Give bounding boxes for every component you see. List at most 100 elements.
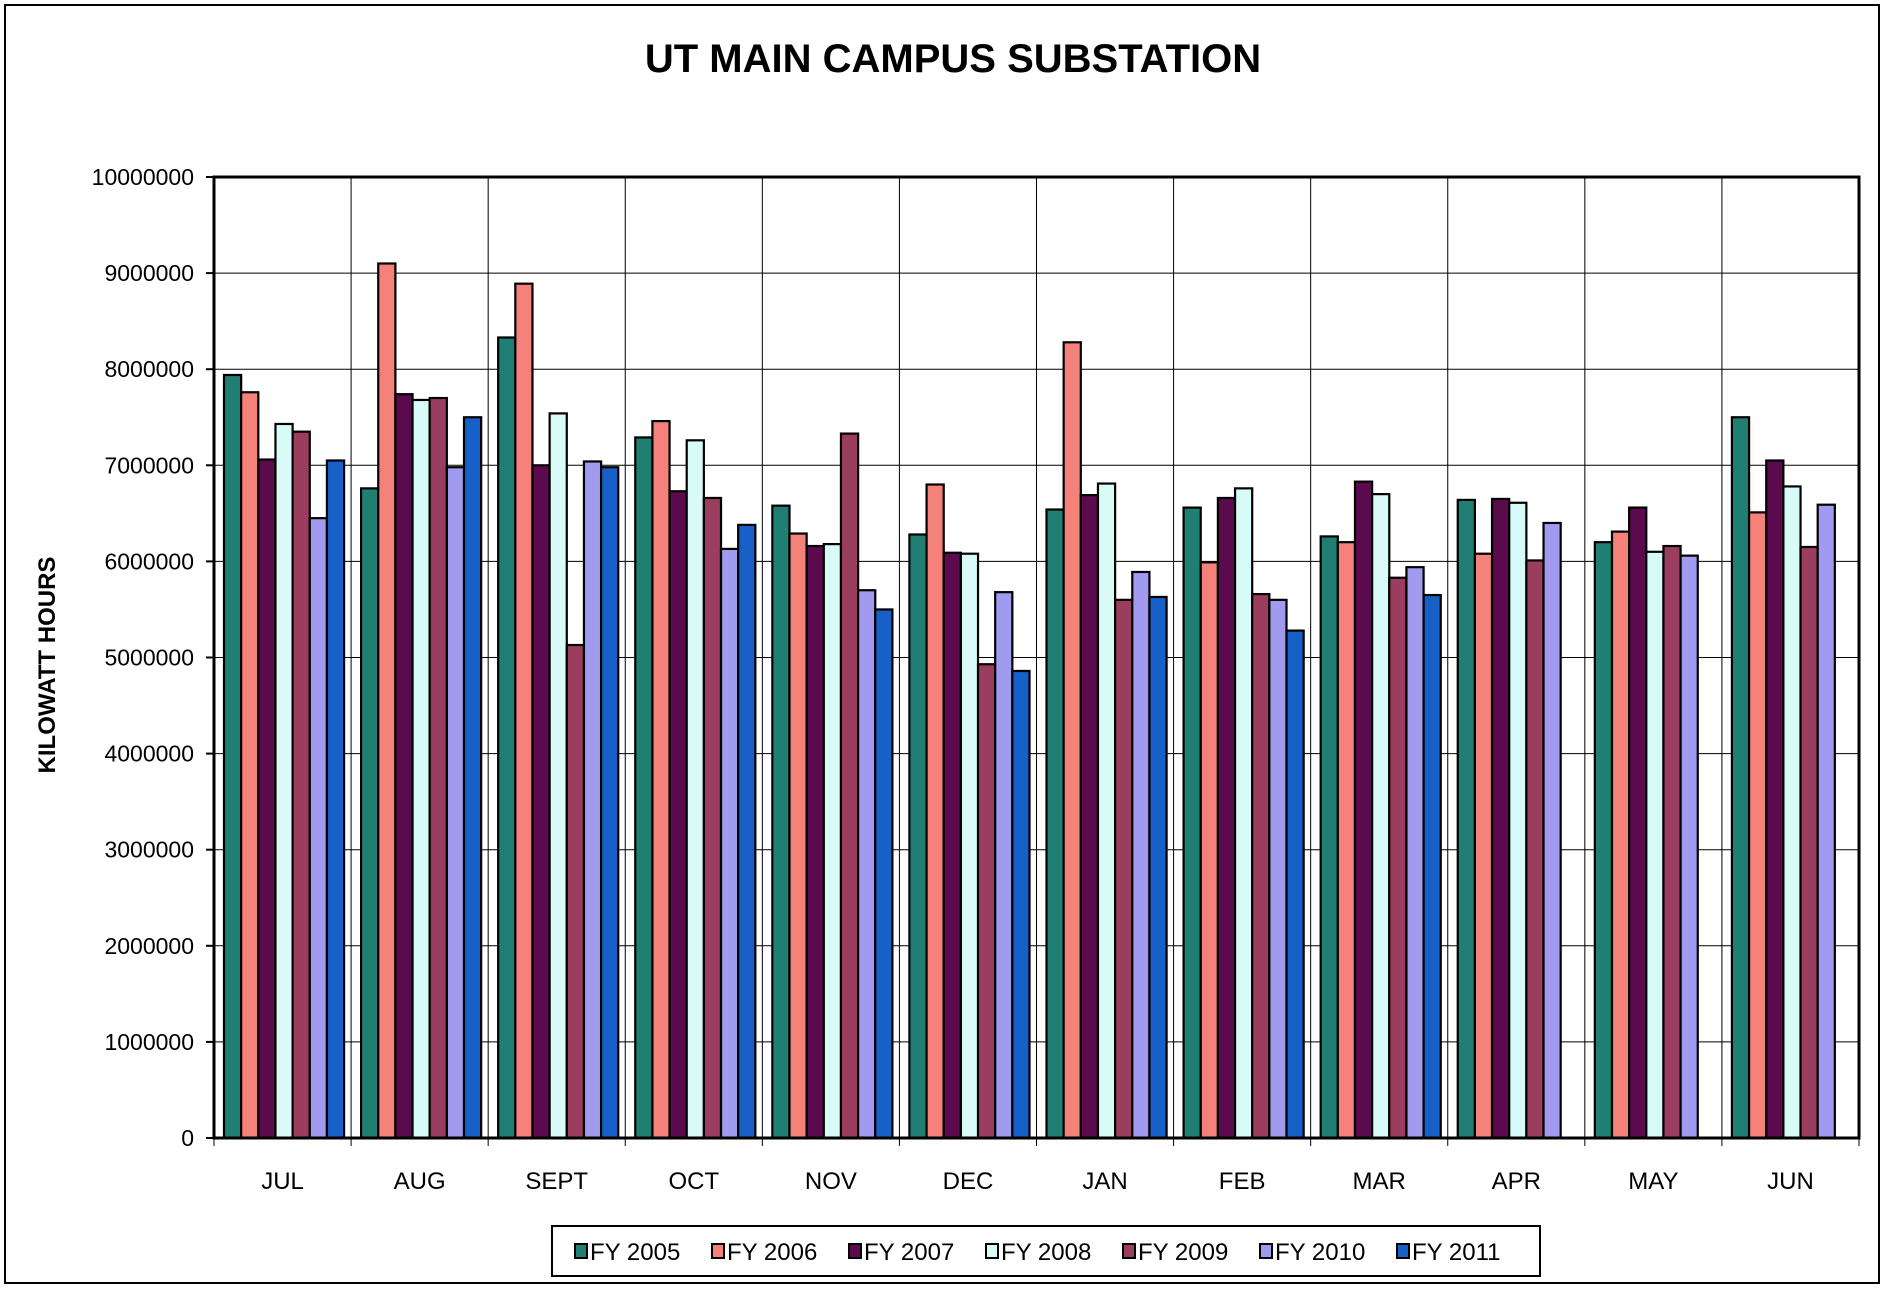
bar-fy-2006-mar bbox=[1336, 541, 1357, 1140]
bar-fy-2008-jul bbox=[274, 422, 294, 1140]
bar-fy-2010-may bbox=[1679, 554, 1699, 1140]
legend-swatch bbox=[1122, 1243, 1136, 1259]
bar-fy-2008-apr bbox=[1508, 501, 1528, 1140]
chart-title: UT MAIN CAMPUS SUBSTATION bbox=[645, 37, 1261, 81]
y-tick-label: 9000000 bbox=[104, 260, 194, 286]
bar-fy-2011-sept bbox=[599, 466, 620, 1140]
x-tick-labels: JUL AUG SEPT OCT NOV DEC JAN FEB MAR APR MAY JUN bbox=[261, 1168, 1814, 1195]
plot-area bbox=[212, 175, 1861, 1140]
legend-swatch bbox=[985, 1243, 999, 1259]
bar-fy-2007-mar bbox=[1353, 480, 1374, 1140]
legend-swatch bbox=[574, 1243, 588, 1259]
bar-fy-2005-feb bbox=[1182, 506, 1202, 1140]
legend-swatch bbox=[1259, 1243, 1273, 1259]
bar-fy-2009-apr bbox=[1525, 559, 1545, 1140]
y-axis-label: KILOWATT HOURS bbox=[34, 557, 61, 774]
x-tick-label: NOV bbox=[805, 1168, 857, 1195]
x-tick-label: DEC bbox=[943, 1168, 994, 1195]
bar-fy-2009-jan bbox=[1114, 598, 1134, 1140]
bar-fy-2011-oct bbox=[737, 523, 757, 1140]
bar-fy-2010-sept bbox=[582, 460, 603, 1140]
bar-fy-2009-aug bbox=[428, 396, 448, 1140]
bar-fy-2009-jun bbox=[1799, 545, 1819, 1140]
bar-fy-2010-dec bbox=[994, 591, 1014, 1140]
x-tick-label: OCT bbox=[668, 1168, 719, 1195]
y-tick-label: 3000000 bbox=[104, 837, 194, 863]
bar-fy-2008-jun bbox=[1782, 485, 1802, 1140]
bar-fy-2005-jun bbox=[1730, 416, 1751, 1140]
bar-fy-2008-mar bbox=[1371, 493, 1391, 1140]
bar-fy-2009-oct bbox=[702, 496, 723, 1140]
y-tick-label: 5000000 bbox=[104, 645, 194, 671]
bar-fy-2007-dec bbox=[942, 551, 962, 1140]
bar-fy-2009-mar bbox=[1388, 576, 1408, 1140]
bar-fy-2010-nov bbox=[857, 589, 877, 1140]
bar-fy-2010-feb bbox=[1268, 598, 1288, 1140]
bar-fy-2006-oct bbox=[651, 419, 671, 1140]
bar-fy-2008-feb bbox=[1233, 487, 1254, 1140]
bar-fy-2007-aug bbox=[394, 393, 414, 1140]
bar-fy-2011-feb bbox=[1285, 629, 1305, 1140]
legend: FY 2005 FY 2006 FY 2007 FY 2008 FY 2009 FY 20… bbox=[551, 1225, 1541, 1277]
bar-fy-2011-mar bbox=[1422, 593, 1442, 1140]
bar-fy-2010-jun bbox=[1816, 503, 1836, 1140]
x-tick-label: JUL bbox=[261, 1168, 304, 1195]
x-tick-label: JAN bbox=[1082, 1168, 1127, 1195]
y-tick-label: 6000000 bbox=[104, 548, 194, 574]
bar-fy-2006-jun bbox=[1747, 511, 1768, 1140]
y-tick-label: 8000000 bbox=[104, 356, 194, 382]
bar-fy-2005-aug bbox=[359, 487, 380, 1140]
bar-fy-2005-jul bbox=[222, 373, 243, 1140]
y-tick-label: 2000000 bbox=[104, 933, 194, 959]
bar-fy-2007-oct bbox=[668, 490, 688, 1140]
bar-fy-2010-jul bbox=[308, 517, 329, 1140]
bar-fy-2010-aug bbox=[445, 466, 466, 1140]
bar-fy-2007-apr bbox=[1490, 497, 1511, 1140]
bar-fy-2006-aug bbox=[377, 262, 397, 1140]
bar-fy-2007-may bbox=[1628, 506, 1648, 1140]
bar-fy-2010-oct bbox=[719, 547, 740, 1140]
bars bbox=[222, 262, 1836, 1140]
x-tick-label: MAY bbox=[1628, 1168, 1678, 1195]
x-tick-label: APR bbox=[1492, 1168, 1541, 1195]
legend-label: FY 2009 bbox=[1138, 1239, 1228, 1266]
bar-fy-2007-jul bbox=[257, 458, 277, 1140]
bar-fy-2007-jun bbox=[1765, 459, 1785, 1140]
bar-fy-2006-nov bbox=[788, 532, 808, 1140]
x-tick-label: MAR bbox=[1353, 1168, 1406, 1195]
bar-fy-2006-dec bbox=[925, 483, 945, 1140]
bar-fy-2009-nov bbox=[839, 432, 860, 1140]
legend-label: FY 2005 bbox=[590, 1239, 680, 1266]
bar-fy-2005-nov bbox=[771, 504, 791, 1140]
bar-fy-2006-apr bbox=[1473, 552, 1494, 1140]
bar-fy-2005-jan bbox=[1045, 508, 1065, 1140]
bar-fy-2007-sept bbox=[531, 464, 551, 1140]
bar-fy-2005-oct bbox=[634, 436, 654, 1140]
bar-fy-2005-apr bbox=[1456, 498, 1477, 1140]
legend-label: FY 2008 bbox=[1001, 1239, 1091, 1266]
bar-fy-2011-nov bbox=[874, 608, 894, 1140]
bar-fy-2005-dec bbox=[908, 533, 928, 1140]
bar-fy-2011-jan bbox=[1148, 595, 1168, 1140]
bar-fy-2007-nov bbox=[805, 544, 825, 1140]
bar-fy-2006-feb bbox=[1199, 561, 1219, 1140]
bar-fy-2009-dec bbox=[976, 663, 997, 1140]
y-tick-label: 10000000 bbox=[92, 164, 194, 190]
bar-fy-2011-jul bbox=[325, 459, 346, 1140]
bar-fy-2009-jul bbox=[291, 430, 311, 1140]
bar-fy-2010-jan bbox=[1131, 570, 1151, 1140]
bar-fy-2010-mar bbox=[1405, 566, 1425, 1140]
legend-label: FY 2007 bbox=[864, 1239, 954, 1266]
bar-fy-2011-dec bbox=[1011, 669, 1031, 1140]
bar-fy-2007-feb bbox=[1216, 496, 1237, 1140]
legend-label: FY 2011 bbox=[1412, 1239, 1501, 1266]
bar-fy-2008-oct bbox=[685, 439, 705, 1140]
legend-swatch bbox=[848, 1243, 862, 1259]
bar-fy-2006-jan bbox=[1062, 341, 1082, 1140]
bar-fy-2008-jan bbox=[1096, 482, 1117, 1140]
y-tick-label: 7000000 bbox=[104, 452, 194, 478]
bar-fy-2005-mar bbox=[1319, 535, 1339, 1140]
legend-swatch bbox=[1396, 1243, 1410, 1259]
legend-label: FY 2010 bbox=[1275, 1239, 1365, 1266]
bar-fy-2008-nov bbox=[822, 543, 843, 1140]
